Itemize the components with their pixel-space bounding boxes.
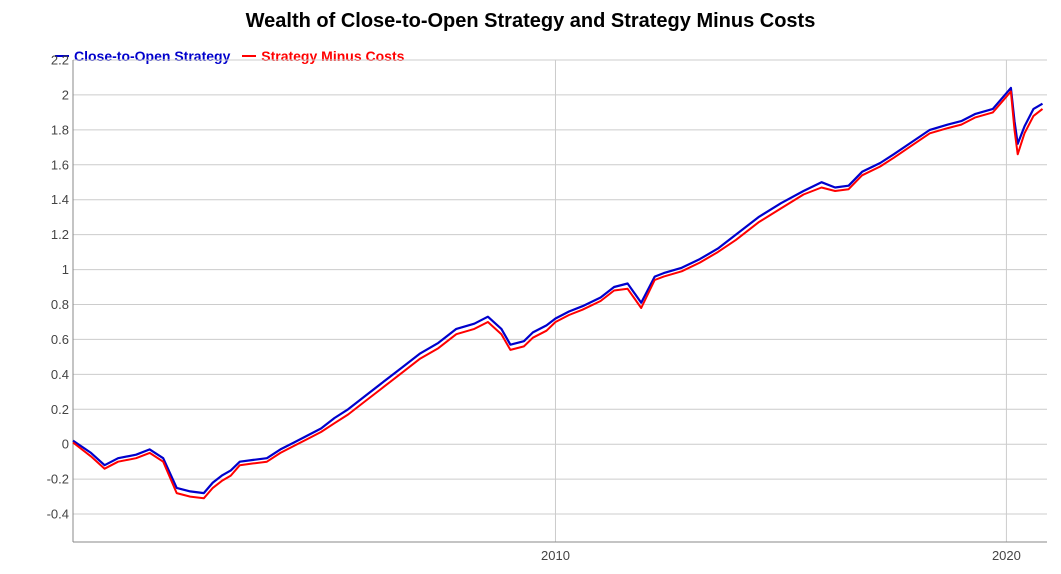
y-tick-label: 0.8 — [51, 297, 69, 312]
x-tick-label: 2020 — [992, 548, 1021, 563]
y-tick-label: 0.4 — [51, 367, 69, 382]
y-tick-label: 1.4 — [51, 192, 69, 207]
axis-layer: 2.2 2 1.8 1.6 1.4 1.2 1 0.8 0.6 0.4 0.2 0 -0.2 -0.4 20… — [47, 53, 1047, 563]
y-tick-label: -0.2 — [47, 472, 69, 487]
grid-layer — [73, 59, 1047, 542]
y-tick-label: 0 — [62, 437, 69, 452]
legend-swatch-close-to-open — [55, 55, 69, 57]
chart-title: Wealth of Close-to-Open Strategy and Str… — [245, 10, 816, 32]
series-line-close-to-open — [72, 86, 1044, 495]
y-tick-label: 2 — [62, 87, 69, 102]
y-tick-label: 1.2 — [51, 227, 69, 242]
x-tick-label: 2010 — [541, 548, 570, 563]
y-tick-label: 0.6 — [51, 332, 69, 347]
series-layer — [72, 86, 1044, 500]
y-tick-label: 1.8 — [51, 122, 69, 137]
y-tick-label: 1 — [62, 262, 69, 277]
y-tick-label: 2.2 — [51, 53, 69, 68]
series-line-strategy-minus-costs — [72, 90, 1044, 500]
y-tick-label: -0.4 — [47, 507, 69, 522]
y-tick-label: 1.6 — [51, 157, 69, 172]
legend-swatch-strategy-minus-costs — [242, 55, 257, 57]
y-tick-label: 0.2 — [51, 402, 69, 417]
